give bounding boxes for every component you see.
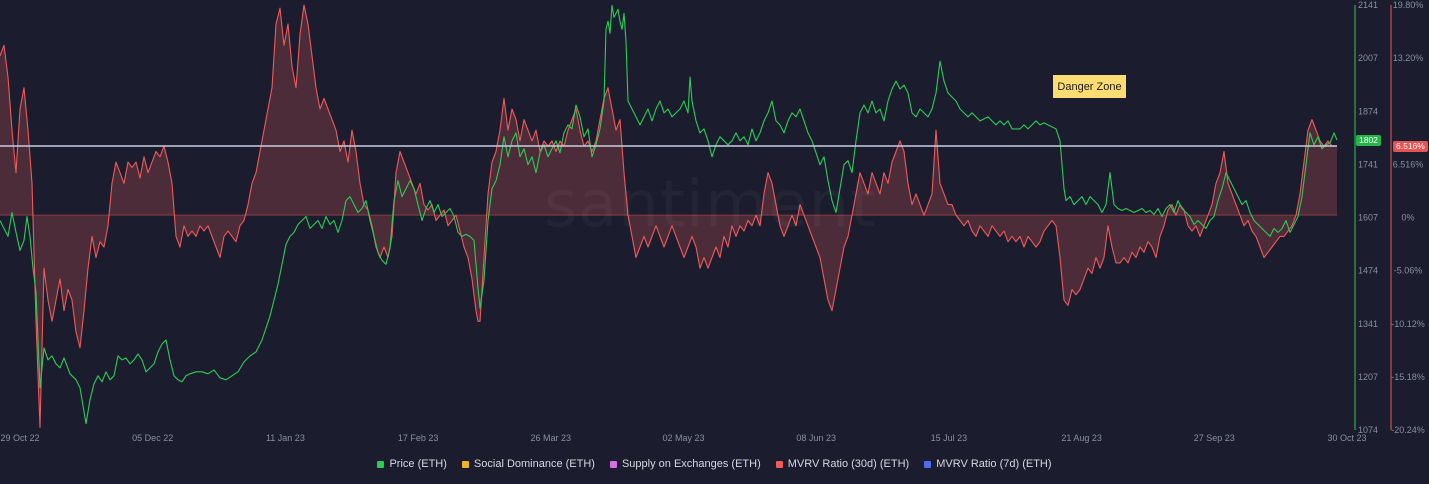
legend-swatch — [461, 460, 469, 468]
legend-label: MVRV Ratio (7d) (ETH) — [936, 458, 1052, 470]
legend-item[interactable]: Price (ETH) — [377, 458, 447, 470]
mvrv-tick-label: -5.06% — [1394, 266, 1423, 276]
mvrv-tick-label: 0% — [1401, 213, 1414, 223]
x-tick-label: 17 Feb 23 — [398, 433, 439, 443]
area-layer — [0, 5, 1337, 428]
mvrv-tick-label: -20.24% — [1391, 425, 1425, 435]
price-tick-label: 1074 — [1358, 425, 1378, 435]
mvrv-tick-label: 13.20% — [1393, 53, 1424, 63]
legend: Price (ETH) Social Dominance (ETH) Supply … — [0, 458, 1429, 470]
legend-label: Social Dominance (ETH) — [473, 458, 595, 470]
x-tick-label: 11 Jan 23 — [266, 433, 305, 443]
legend-item[interactable]: MVRV Ratio (7d) (ETH) — [924, 458, 1052, 470]
axis-layer: 2141 2007 1874 1741 1607 1474 1341 1207 1074 19.8… — [0, 0, 1424, 443]
mvrv-tick-label: 19.80% — [1393, 0, 1424, 10]
x-tick-label: 30 Oct 23 — [1327, 433, 1366, 443]
price-tick-label: 2007 — [1358, 53, 1378, 63]
mvrv-area — [0, 5, 1337, 428]
price-tick-label: 1207 — [1358, 372, 1378, 382]
line-layer — [0, 4, 1338, 429]
x-tick-label: 02 May 23 — [662, 433, 704, 443]
x-tick-label: 21 Aug 23 — [1061, 433, 1102, 443]
price-tick-label: 1874 — [1358, 106, 1378, 116]
legend-swatch — [609, 460, 617, 468]
mvrv-line — [0, 4, 1338, 429]
mvrv-tick-label: -10.12% — [1391, 319, 1425, 329]
legend-swatch — [924, 460, 932, 468]
price-tick-label: 2141 — [1358, 0, 1378, 10]
mvrv-current-badge: 6.516% — [1393, 141, 1428, 152]
mvrv-tick-label: 6.516% — [1393, 159, 1424, 169]
legend-label: Price (ETH) — [389, 458, 447, 470]
legend-swatch — [775, 460, 783, 468]
legend-label: MVRV Ratio (30d) (ETH) — [787, 458, 910, 470]
price-tick-label: 1341 — [1358, 319, 1378, 329]
price-tick-label: 1474 — [1358, 266, 1378, 276]
price-line — [0, 4, 1338, 425]
x-tick-label: 26 Mar 23 — [531, 433, 572, 443]
x-tick-label: 27 Sep 23 — [1194, 433, 1235, 443]
legend-label: Supply on Exchanges (ETH) — [621, 458, 761, 470]
legend-item[interactable]: Social Dominance (ETH) — [461, 458, 595, 470]
legend-item[interactable]: MVRV Ratio (30d) (ETH) — [775, 458, 910, 470]
x-tick-label: 29 Oct 22 — [0, 433, 39, 443]
x-tick-label: 05 Dec 22 — [132, 433, 173, 443]
x-tick-label: 08 Jun 23 — [796, 433, 836, 443]
legend-item[interactable]: Supply on Exchanges (ETH) — [609, 458, 761, 470]
mvrv-tick-label: -15.18% — [1391, 372, 1425, 382]
price-tick-label: 1741 — [1358, 159, 1378, 169]
price-tick-label: 1607 — [1358, 213, 1378, 223]
x-tick-label: 15 Jul 23 — [931, 433, 968, 443]
legend-swatch — [377, 460, 385, 468]
price-current-badge: 1802 — [1356, 135, 1381, 146]
danger-zone-annotation: Danger Zone — [1053, 75, 1126, 98]
